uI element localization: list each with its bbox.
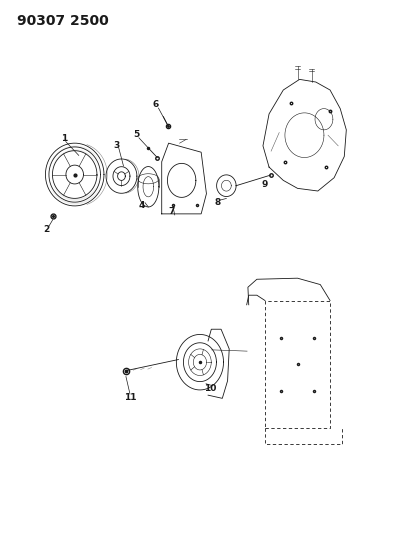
Text: 10: 10 xyxy=(204,384,216,393)
Text: 3: 3 xyxy=(114,141,120,150)
Text: 7: 7 xyxy=(168,207,175,216)
Text: 90307 2500: 90307 2500 xyxy=(17,14,109,28)
Text: 11: 11 xyxy=(124,393,136,402)
Text: 8: 8 xyxy=(215,198,221,207)
Text: 9: 9 xyxy=(262,180,268,189)
Text: 4: 4 xyxy=(139,201,145,211)
Text: 5: 5 xyxy=(133,130,139,139)
Text: 6: 6 xyxy=(153,100,159,109)
Text: 2: 2 xyxy=(43,225,49,234)
Text: 1: 1 xyxy=(61,134,67,143)
